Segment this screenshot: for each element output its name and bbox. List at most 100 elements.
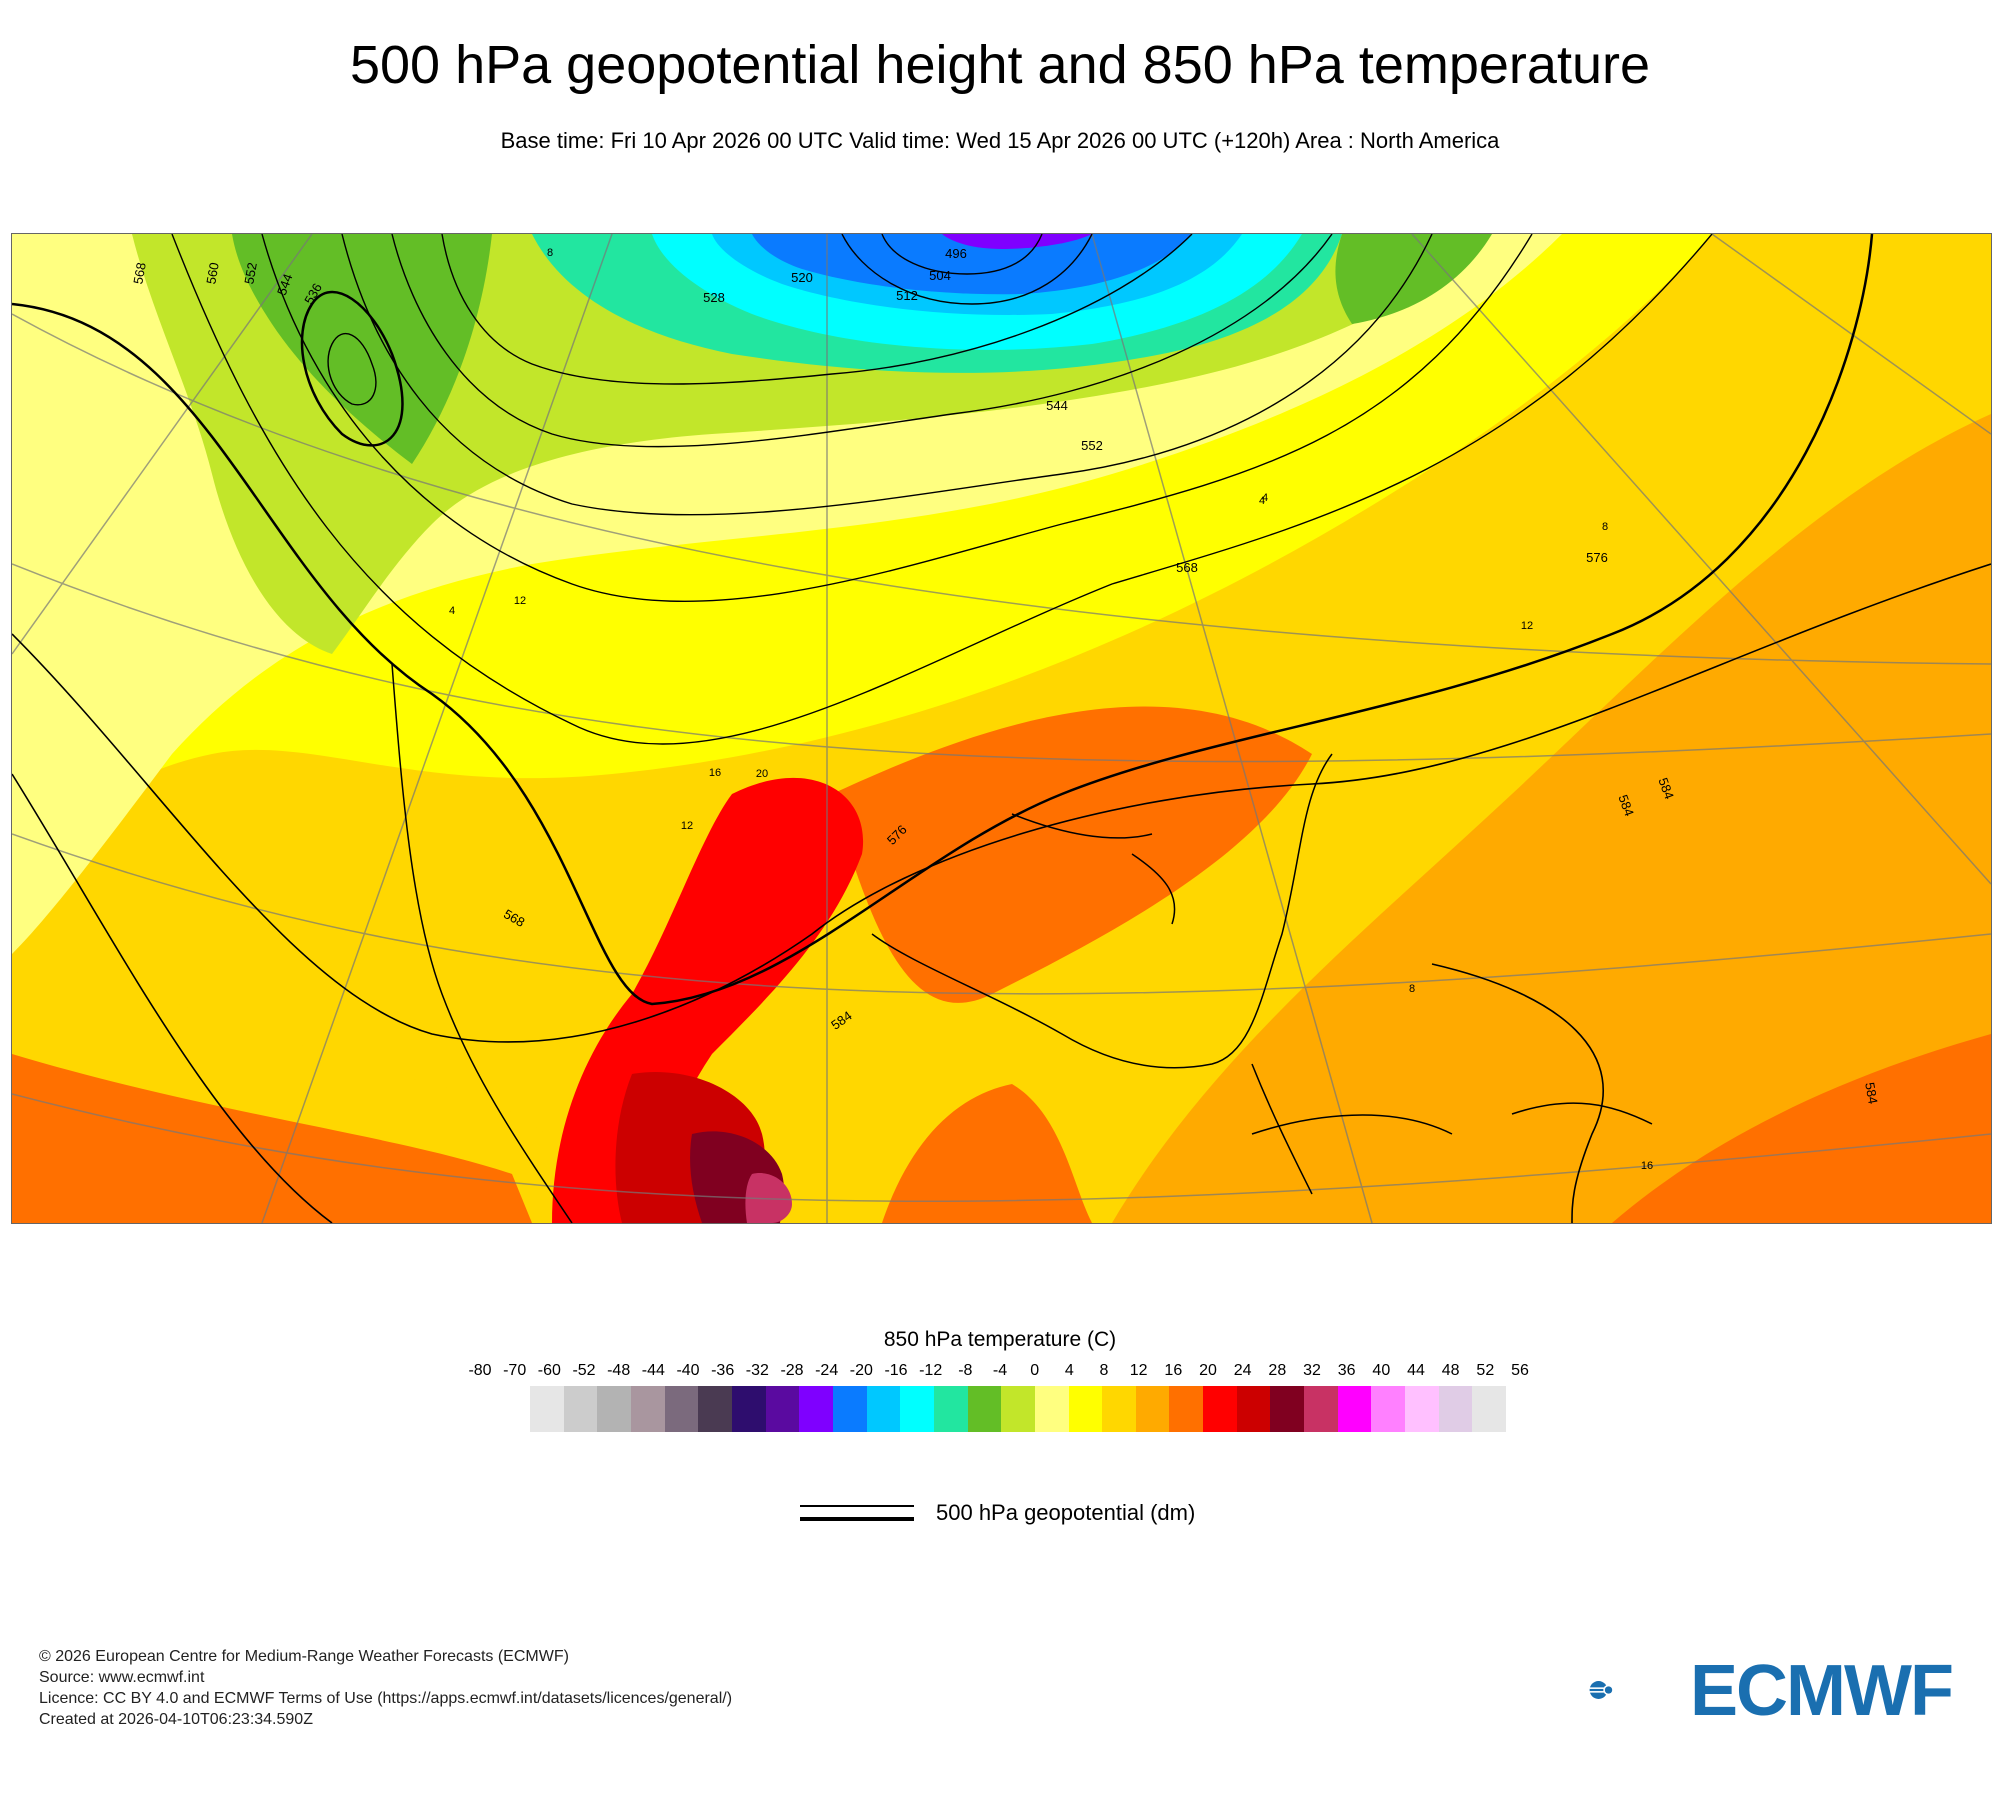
temperature-label: 4 xyxy=(1259,495,1265,507)
colorbar-swatch xyxy=(1034,1386,1069,1432)
temperature-label: 4 xyxy=(1262,492,1268,504)
colorbar-tick-label: 20 xyxy=(1199,1362,1217,1379)
colorbar-tick-label: 56 xyxy=(1511,1362,1529,1379)
colorbar-swatch xyxy=(967,1386,1002,1432)
colorbar-swatch xyxy=(799,1386,833,1432)
contour-label: 568 xyxy=(130,261,149,285)
colorbar-swatch xyxy=(664,1386,699,1432)
colorbar-tick-label: -16 xyxy=(884,1362,908,1379)
colorbar-swatch xyxy=(530,1386,564,1432)
colorbar-swatch xyxy=(765,1386,800,1432)
ecmwf-logo-icon xyxy=(1589,1681,1614,1699)
contour-line-legend-icon xyxy=(800,1505,914,1521)
temperature-label: 12 xyxy=(681,820,693,832)
temperature-label: 4 xyxy=(449,605,455,617)
colorbar-tick-label: -44 xyxy=(641,1362,665,1379)
contour-label: 544 xyxy=(274,272,296,298)
colorbar-tick-labels: -80 -70 -60 -52 -48 -44 -40 -36 -32 -28 -24 -20 -16-… xyxy=(468,1362,1528,1384)
colorbar-swatch xyxy=(630,1386,665,1432)
colorbar-tick-label: -4 xyxy=(992,1362,1008,1379)
colorbar-tick-label: -24 xyxy=(815,1362,839,1379)
colorbar-swatch xyxy=(1236,1386,1271,1432)
colorbar-swatch xyxy=(1102,1386,1136,1432)
footer-created: Created at 2026-04-10T06:23:34.590Z xyxy=(39,1711,313,1728)
page-subtitle: Base time: Fri 10 Apr 2026 00 UTC Valid … xyxy=(500,128,1500,153)
contour-label: 568 xyxy=(1176,560,1198,575)
colorbar-tick-label: -52 xyxy=(572,1362,596,1379)
colorbar-tick-label: -8 xyxy=(958,1362,973,1379)
footer-licence: Licence: CC BY 4.0 and ECMWF Terms of Us… xyxy=(39,1690,733,1707)
colorbar-tick-label: 52 xyxy=(1476,1362,1495,1379)
temp-band-32 xyxy=(745,1173,792,1223)
contour-legend-label: 500 hPa geopotential (dm) xyxy=(936,1500,1196,1525)
contour-label: 544 xyxy=(1046,398,1068,413)
colorbar-swatch xyxy=(900,1386,934,1432)
colorbar-swatch xyxy=(866,1386,901,1432)
geopotential-contours xyxy=(12,234,1991,1223)
colorbar-swatch xyxy=(1135,1386,1170,1432)
coastlines xyxy=(391,663,1653,1223)
footer-copyright: © 2026 European Centre for Medium-Range … xyxy=(39,1648,569,1665)
colorbar-tick-label: -80 xyxy=(468,1362,492,1379)
colorbar-swatch xyxy=(832,1386,867,1432)
colorbar-tick-label: -20 xyxy=(849,1362,873,1379)
colorbar-tick-label: 40 xyxy=(1372,1362,1391,1379)
colorbar-tick-label: -70 xyxy=(503,1362,527,1379)
contour-label: 528 xyxy=(703,290,725,305)
colorbar-swatch xyxy=(1270,1386,1305,1432)
colorbar-title: 850 hPa temperature (C) xyxy=(883,1328,1117,1351)
colorbar-tick-label: 0 xyxy=(1030,1362,1040,1379)
colorbar-tick-label: 24 xyxy=(1233,1362,1252,1379)
temp-band-16-gulf xyxy=(882,1084,1092,1223)
temperature-label: 8 xyxy=(1602,521,1608,533)
colorbar-tick-label: -48 xyxy=(607,1362,631,1379)
temp-band-minus28 xyxy=(942,234,1092,249)
contour-label: 552 xyxy=(241,261,260,285)
colorbar-swatch xyxy=(1337,1386,1372,1432)
colorbar-swatch xyxy=(1001,1386,1035,1432)
colorbar-tick-label: 8 xyxy=(1099,1362,1109,1379)
temperature-label: 16 xyxy=(709,767,721,779)
colorbar xyxy=(530,1386,1507,1432)
colorbar-tick-label: 4 xyxy=(1064,1362,1074,1379)
contour-label: 576 xyxy=(1586,550,1608,565)
footer: © 2026 European Centre for Medium-Range … xyxy=(39,1646,732,1730)
colorbar-tick-label: 44 xyxy=(1407,1362,1425,1379)
temp-band-minus8-west xyxy=(232,234,492,464)
colorbar-tick-label: -40 xyxy=(676,1362,700,1379)
colorbar-swatch xyxy=(1405,1386,1439,1432)
ecmwf-logo-text: ECMWF xyxy=(1690,1651,1954,1731)
colorbar-swatch xyxy=(1371,1386,1406,1432)
colorbar-swatch xyxy=(1068,1386,1103,1432)
contour-label: 504 xyxy=(929,268,951,283)
colorbar-swatch xyxy=(1472,1386,1507,1432)
colorbar-swatch xyxy=(1438,1386,1473,1432)
temperature-label: 20 xyxy=(756,768,768,780)
contour-label: 584 xyxy=(1862,1081,1881,1105)
temperature-label: 16 xyxy=(1641,1160,1653,1172)
temp-band-16-sw xyxy=(12,1054,532,1223)
forecast-map[interactable]: 568 560 552 544 536 496 504 512 520 528 … xyxy=(11,233,1992,1224)
colorbar-tick-label: -36 xyxy=(711,1362,735,1379)
colorbar-swatch xyxy=(1203,1386,1237,1432)
colorbar-swatch xyxy=(698,1386,732,1432)
contour-label: 560 xyxy=(203,261,222,285)
temp-band-minus8-east xyxy=(1335,234,1492,324)
colorbar-tick-label: 36 xyxy=(1337,1362,1356,1379)
colorbar-swatch xyxy=(933,1386,968,1432)
colorbar-swatch xyxy=(597,1386,631,1432)
colorbar-tick-label: -28 xyxy=(780,1362,804,1379)
colorbar-tick-label: -12 xyxy=(919,1362,943,1379)
graticule xyxy=(12,234,1991,1223)
colorbar-tick-label: -32 xyxy=(745,1362,769,1379)
colorbar-tick-label: 28 xyxy=(1268,1362,1287,1379)
footer-source: Source: www.ecmwf.int xyxy=(39,1669,205,1686)
contour-label: 496 xyxy=(945,246,967,261)
temp-band-minus24 xyxy=(752,234,1192,295)
temp-band-16-central xyxy=(832,706,1312,1003)
colorbar-tick-label: 48 xyxy=(1441,1362,1460,1379)
contour-label: 512 xyxy=(896,288,918,303)
colorbar-tick-label: -60 xyxy=(537,1362,561,1379)
colorbar-tick-label: 12 xyxy=(1129,1362,1148,1379)
colorbar-tick-label: 16 xyxy=(1164,1362,1183,1379)
